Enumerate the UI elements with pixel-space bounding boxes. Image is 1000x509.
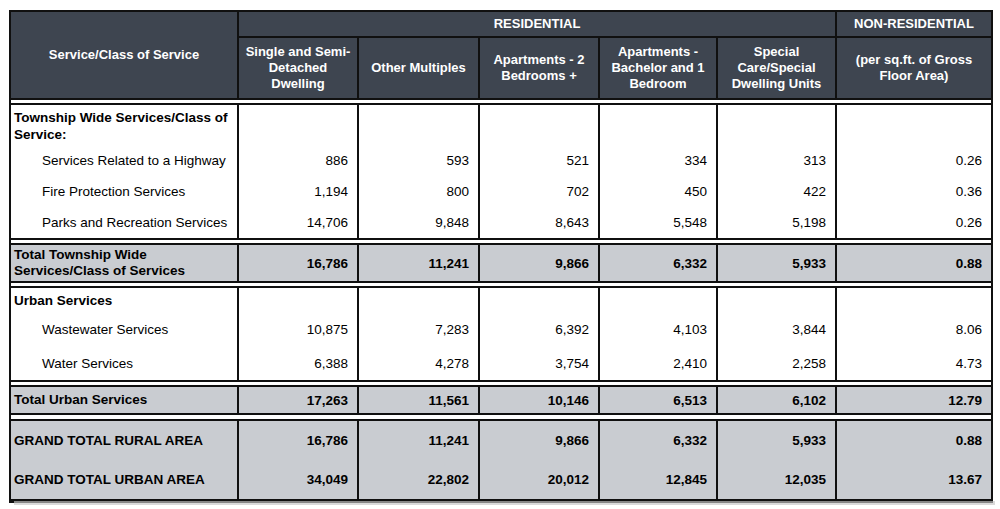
value-cell: 6,513 bbox=[600, 387, 716, 413]
empty-cell bbox=[718, 105, 835, 145]
value-cell: 16,786 bbox=[239, 421, 357, 460]
grand-total-section: GRAND TOTAL RURAL AREA 16,786 11,241 9,8… bbox=[11, 419, 991, 501]
empty-cell bbox=[718, 288, 835, 312]
value-cell: 10,146 bbox=[480, 387, 598, 413]
value-cell: 22,802 bbox=[359, 460, 478, 499]
total-row-label: Total Urban Services bbox=[11, 387, 237, 413]
empty-cell bbox=[359, 288, 478, 312]
column-header-apartments-2-bedrooms: Apartments - 2 Bedrooms + bbox=[480, 38, 598, 98]
row-label: Wastewater Services bbox=[11, 312, 237, 346]
empty-cell bbox=[239, 105, 357, 145]
empty-cell bbox=[600, 288, 716, 312]
column-header-other-multiples: Other Multiples bbox=[359, 38, 478, 98]
empty-cell bbox=[600, 105, 716, 145]
value-cell: 9,848 bbox=[359, 207, 478, 238]
value-cell: 20,012 bbox=[480, 460, 598, 499]
value-cell: 0.26 bbox=[837, 145, 991, 176]
empty-cell bbox=[239, 288, 357, 312]
value-cell: 3,844 bbox=[718, 312, 835, 346]
value-cell: 422 bbox=[718, 176, 835, 207]
value-cell: 11,561 bbox=[359, 387, 478, 413]
value-cell: 16,786 bbox=[239, 245, 357, 281]
value-cell: 6,332 bbox=[600, 421, 716, 460]
table-shadow bbox=[14, 501, 995, 505]
value-cell: 702 bbox=[480, 176, 598, 207]
section-header-label: Township Wide Services/Class of Service: bbox=[11, 105, 237, 145]
value-cell: 1,194 bbox=[239, 176, 357, 207]
value-cell: 12.79 bbox=[837, 387, 991, 413]
value-cell: 9,866 bbox=[480, 245, 598, 281]
value-cell: 12,035 bbox=[718, 460, 835, 499]
value-cell: 6,388 bbox=[239, 346, 357, 380]
value-cell: 8,643 bbox=[480, 207, 598, 238]
section-urban-services: Urban Services Wastewater Services 10,87… bbox=[11, 286, 991, 382]
value-cell: 12,845 bbox=[600, 460, 716, 499]
value-cell: 6,392 bbox=[480, 312, 598, 346]
value-cell: 5,548 bbox=[600, 207, 716, 238]
value-cell: 334 bbox=[600, 145, 716, 176]
empty-cell bbox=[837, 288, 991, 312]
value-cell: 10,875 bbox=[239, 312, 357, 346]
value-cell: 4,278 bbox=[359, 346, 478, 380]
value-cell: 14,706 bbox=[239, 207, 357, 238]
value-cell: 5,933 bbox=[718, 245, 835, 281]
value-cell: 6,102 bbox=[718, 387, 835, 413]
value-cell: 4.73 bbox=[837, 346, 991, 380]
value-cell: 11,241 bbox=[359, 421, 478, 460]
empty-cell bbox=[480, 105, 598, 145]
value-cell: 6,332 bbox=[600, 245, 716, 281]
value-cell: 450 bbox=[600, 176, 716, 207]
section-township-wide: Township Wide Services/Class of Service:… bbox=[11, 103, 991, 240]
value-cell: 0.36 bbox=[837, 176, 991, 207]
row-label: Water Services bbox=[11, 346, 237, 380]
residential-group-header: RESIDENTIAL bbox=[239, 12, 835, 36]
row-label: Fire Protection Services bbox=[11, 176, 237, 207]
column-header-special-care: Special Care/Special Dwelling Units bbox=[718, 38, 835, 98]
value-cell: 5,933 bbox=[718, 421, 835, 460]
value-cell: 0.26 bbox=[837, 207, 991, 238]
value-cell: 2,258 bbox=[718, 346, 835, 380]
value-cell: 11,241 bbox=[359, 245, 478, 281]
total-row-label: Total Township Wide Services/Class of Se… bbox=[11, 245, 237, 281]
value-cell: 9,866 bbox=[480, 421, 598, 460]
value-cell: 593 bbox=[359, 145, 478, 176]
total-township-wide-row: Total Township Wide Services/Class of Se… bbox=[11, 243, 991, 283]
column-header-per-sqft: (per sq.ft. of Gross Floor Area) bbox=[837, 38, 991, 98]
column-header-single-semi-detached: Single and Semi-Detached Dwelling bbox=[239, 38, 357, 98]
development-charges-table: Service/Class of Service RESIDENTIAL NON… bbox=[9, 10, 993, 503]
value-cell: 0.88 bbox=[837, 421, 991, 460]
value-cell: 34,049 bbox=[239, 460, 357, 499]
grand-total-urban-label: GRAND TOTAL URBAN AREA bbox=[11, 460, 237, 499]
value-cell: 5,198 bbox=[718, 207, 835, 238]
value-cell: 3,754 bbox=[480, 346, 598, 380]
section-header-label: Urban Services bbox=[11, 288, 237, 312]
value-cell: 886 bbox=[239, 145, 357, 176]
value-cell: 0.88 bbox=[837, 245, 991, 281]
empty-cell bbox=[480, 288, 598, 312]
value-cell: 7,283 bbox=[359, 312, 478, 346]
value-cell: 521 bbox=[480, 145, 598, 176]
grand-total-rural-label: GRAND TOTAL RURAL AREA bbox=[11, 421, 237, 460]
value-cell: 17,263 bbox=[239, 387, 357, 413]
row-label: Services Related to a Highway bbox=[11, 145, 237, 176]
value-cell: 13.67 bbox=[837, 460, 991, 499]
table-header: Service/Class of Service RESIDENTIAL NON… bbox=[11, 12, 991, 100]
value-cell: 8.06 bbox=[837, 312, 991, 346]
row-label: Parks and Recreation Services bbox=[11, 207, 237, 238]
empty-cell bbox=[359, 105, 478, 145]
non-residential-group-header: NON-RESIDENTIAL bbox=[837, 12, 991, 36]
value-cell: 313 bbox=[718, 145, 835, 176]
value-cell: 2,410 bbox=[600, 346, 716, 380]
service-class-column-header: Service/Class of Service bbox=[11, 12, 237, 98]
column-header-apartments-bachelor: Apartments - Bachelor and 1 Bedroom bbox=[600, 38, 716, 98]
value-cell: 4,103 bbox=[600, 312, 716, 346]
total-urban-services-row: Total Urban Services 17,263 11,561 10,14… bbox=[11, 385, 991, 415]
empty-cell bbox=[837, 105, 991, 145]
value-cell: 800 bbox=[359, 176, 478, 207]
